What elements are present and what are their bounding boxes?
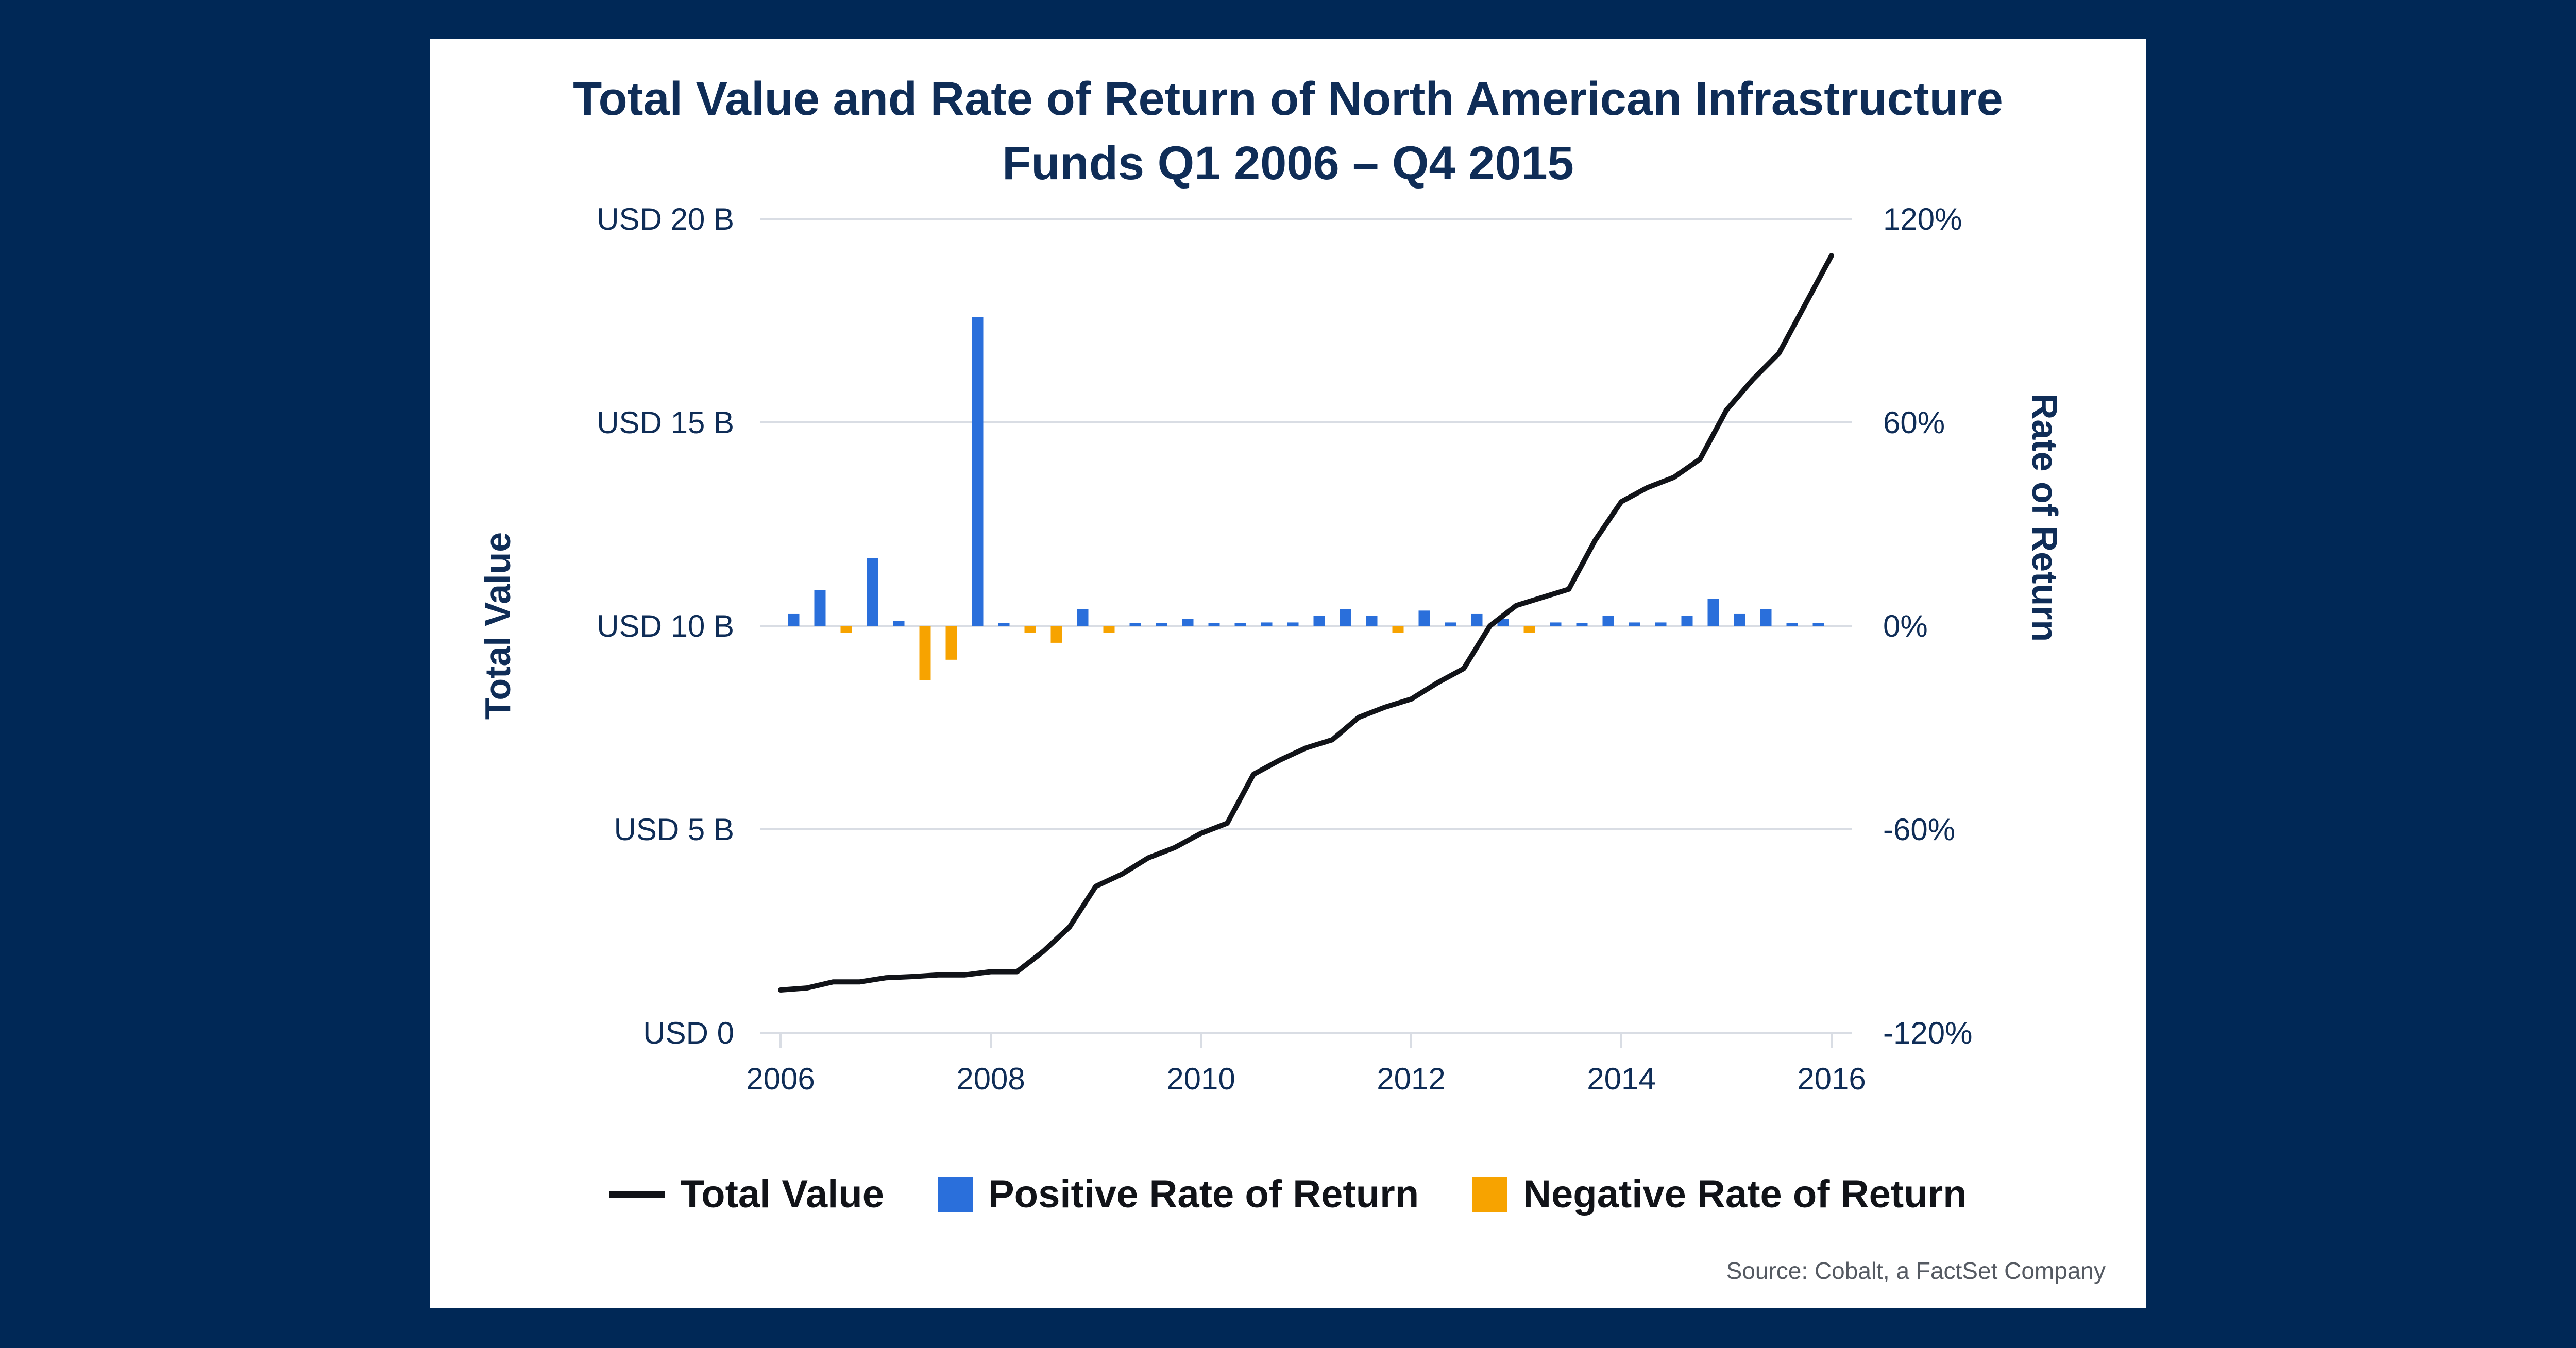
legend-swatch-negative — [1472, 1176, 1508, 1212]
positive-return-bar — [972, 317, 984, 626]
total-value-line-layer — [778, 253, 1834, 993]
positive-return-bar — [1760, 609, 1772, 626]
positive-return-bar — [788, 613, 800, 626]
positive-return-bar — [1182, 619, 1194, 626]
positive-return-bar — [1234, 623, 1246, 626]
positive-return-bar — [1471, 613, 1483, 626]
y-left-tick-label: USD 0 — [643, 1016, 734, 1050]
positive-return-bar — [1208, 623, 1220, 626]
negative-return-bar — [1024, 626, 1036, 633]
negative-return-bar — [1103, 626, 1115, 633]
negative-return-bar — [1392, 626, 1404, 633]
x-tick-label: 2016 — [1797, 1062, 1866, 1096]
chart-title-line-2: Funds Q1 2006 – Q4 2015 — [1002, 137, 1574, 190]
negative-return-bar — [945, 626, 957, 660]
positive-return-bar — [1129, 623, 1141, 626]
positive-return-bar — [1418, 610, 1430, 626]
chart-title-line-1: Total Value and Rate of Return of North … — [573, 73, 2003, 125]
y-right-axis-title: Rate of Return — [2025, 394, 2065, 642]
positive-return-bar — [1655, 622, 1667, 626]
positive-return-bar — [998, 623, 1010, 626]
positive-return-bar — [1681, 616, 1693, 626]
x-axis — [760, 1032, 1852, 1048]
positive-return-bar — [1707, 599, 1719, 626]
y-left-tick-label: USD 10 B — [597, 609, 734, 643]
legend-item-positive: Positive Rate of Return — [937, 1172, 1419, 1217]
positive-return-bar — [814, 590, 826, 626]
negative-return-bar — [1050, 626, 1062, 643]
rate-of-return-bars — [788, 317, 1824, 680]
positive-return-bar — [1734, 613, 1745, 626]
source-note: Source: Cobalt, a FactSet Company — [1726, 1257, 2106, 1284]
x-tick-label: 2006 — [746, 1062, 815, 1096]
legend-swatch-line — [609, 1191, 665, 1198]
positive-return-bar — [1550, 622, 1562, 626]
positive-return-bar — [1602, 616, 1614, 626]
positive-return-bar — [1261, 622, 1273, 626]
y-right-tick-label: 0% — [1883, 609, 1928, 643]
legend-label-total-value: Total Value — [680, 1172, 884, 1216]
positive-return-bar — [867, 558, 878, 626]
positive-return-bar — [1366, 616, 1378, 626]
axis-labels: USD 0 -120% USD 5 B -60% USD 10 B 0% USD 15 B 6… — [478, 202, 2065, 1096]
chart-plot: USD 0 -120% USD 5 B -60% USD 10 B 0% USD 15 B 6… — [478, 202, 2065, 1096]
positive-return-bar — [1156, 623, 1167, 626]
positive-return-bar — [1287, 622, 1299, 626]
x-tick-label: 2010 — [1166, 1062, 1235, 1096]
positive-return-bar — [1629, 622, 1640, 626]
legend-item-negative: Negative Rate of Return — [1472, 1172, 1967, 1217]
positive-return-bar — [1576, 623, 1588, 626]
negative-return-bar — [840, 626, 852, 633]
positive-return-bar — [1077, 609, 1089, 626]
positive-return-bar — [1786, 623, 1798, 626]
y-left-axis-title: Total Value — [478, 532, 518, 720]
x-tick-label: 2012 — [1377, 1062, 1445, 1096]
positive-return-bar — [1340, 609, 1351, 626]
legend-swatch-positive — [937, 1176, 973, 1212]
legend-label-positive: Positive Rate of Return — [988, 1172, 1419, 1216]
y-left-tick-label: USD 5 B — [614, 812, 734, 847]
positive-return-bar — [1313, 616, 1325, 626]
negative-return-bar — [919, 626, 931, 680]
y-right-tick-label: -60% — [1883, 812, 1955, 847]
legend: Total Value Positive Rate of Return Nega… — [430, 1172, 2146, 1217]
y-right-tick-label: -120% — [1883, 1016, 1972, 1050]
positive-return-bar — [1445, 622, 1456, 626]
total-value-line — [778, 253, 1834, 993]
y-right-tick-label: 120% — [1883, 202, 1962, 236]
y-left-tick-label: USD 15 B — [597, 405, 734, 440]
legend-item-total-value: Total Value — [609, 1172, 884, 1217]
grid-lines — [760, 218, 1852, 830]
chart-card: Total Value and Rate of Return of North … — [430, 39, 2146, 1308]
y-left-tick-label: USD 20 B — [597, 202, 734, 236]
positive-return-bar — [893, 621, 905, 626]
chart-title: Total Value and Rate of Return of North … — [430, 67, 2146, 196]
y-right-tick-label: 60% — [1883, 405, 1945, 440]
positive-return-bar — [1812, 623, 1824, 626]
x-tick-label: 2008 — [956, 1062, 1025, 1096]
legend-label-negative: Negative Rate of Return — [1523, 1172, 1967, 1216]
x-tick-label: 2014 — [1587, 1062, 1655, 1096]
negative-return-bar — [1523, 626, 1535, 633]
